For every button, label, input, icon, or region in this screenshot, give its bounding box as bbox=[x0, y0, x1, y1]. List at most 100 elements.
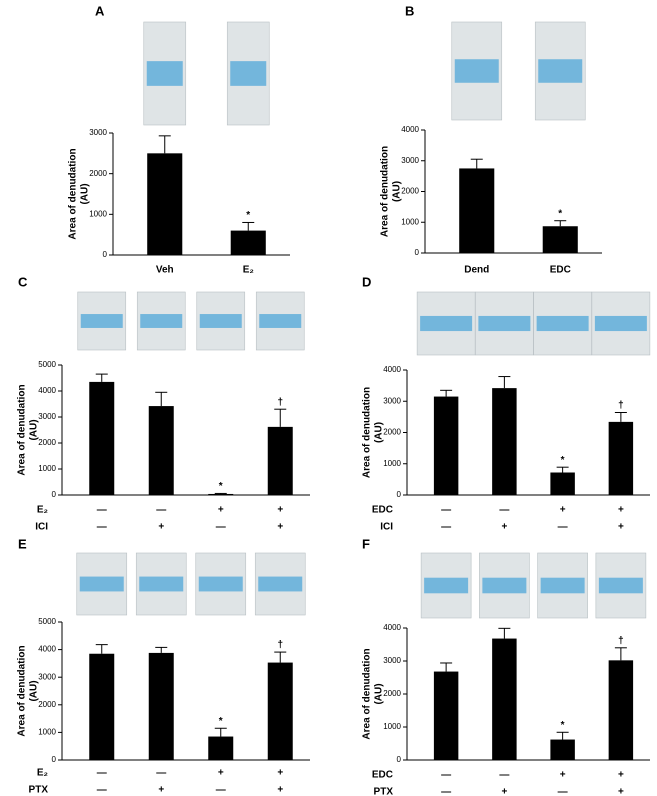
condition-sign: — bbox=[441, 787, 451, 796]
y-tick-label: 5000 bbox=[38, 617, 56, 626]
y-axis-label: (AU) bbox=[392, 181, 403, 202]
bar bbox=[89, 653, 115, 760]
panel-label: F bbox=[362, 536, 370, 551]
condition-sign: — bbox=[97, 785, 107, 796]
condition-sign: + bbox=[158, 785, 164, 796]
condition-sign: + bbox=[501, 522, 507, 533]
bar bbox=[433, 671, 459, 760]
bar bbox=[492, 388, 517, 495]
y-tick-label: 4000 bbox=[38, 645, 56, 654]
stain-band bbox=[478, 315, 531, 332]
condition-sign: + bbox=[560, 505, 566, 516]
condition-sign: + bbox=[618, 522, 624, 533]
condition-sign: + bbox=[277, 505, 283, 516]
stain-band bbox=[424, 577, 469, 594]
stain-band bbox=[594, 315, 647, 332]
bar bbox=[433, 396, 459, 495]
y-tick-label: 2000 bbox=[383, 428, 401, 437]
y-tick-label: 0 bbox=[415, 248, 420, 257]
x-tick-label: Veh bbox=[156, 265, 174, 276]
y-axis-label: Area of denudation bbox=[362, 387, 373, 478]
bar bbox=[542, 226, 578, 253]
x-tick-label: Dend bbox=[464, 265, 489, 276]
panel-label: A bbox=[95, 3, 105, 18]
condition-name: ICI bbox=[35, 522, 48, 533]
bar bbox=[89, 381, 115, 495]
bar bbox=[148, 652, 174, 760]
bar bbox=[459, 168, 495, 253]
y-tick-label: 1000 bbox=[89, 209, 107, 218]
annotation: * bbox=[219, 481, 223, 492]
condition-sign: — bbox=[441, 770, 451, 781]
condition-sign: — bbox=[441, 522, 451, 533]
condition-name: EDC bbox=[372, 770, 393, 781]
stain-band bbox=[598, 577, 643, 594]
condition-sign: + bbox=[501, 787, 507, 796]
bar bbox=[208, 736, 234, 760]
y-axis-label: (AU) bbox=[374, 422, 385, 443]
stain-band bbox=[538, 59, 583, 83]
annotation: * bbox=[561, 455, 565, 466]
stain-band bbox=[140, 314, 183, 328]
stain-band bbox=[146, 61, 183, 86]
condition-sign: + bbox=[560, 770, 566, 781]
condition-sign: — bbox=[216, 785, 226, 796]
condition-sign: + bbox=[158, 522, 164, 533]
y-tick-label: 3000 bbox=[38, 412, 56, 421]
y-tick-label: 0 bbox=[52, 755, 57, 764]
y-tick-label: 1000 bbox=[401, 217, 419, 226]
condition-sign: — bbox=[156, 768, 166, 779]
y-tick-label: 3000 bbox=[401, 156, 419, 165]
annotation: † bbox=[277, 640, 283, 651]
y-tick-label: 4000 bbox=[383, 365, 401, 374]
y-tick-label: 1000 bbox=[383, 459, 401, 468]
bar bbox=[230, 230, 266, 255]
stain-band bbox=[536, 315, 589, 332]
y-tick-label: 5000 bbox=[38, 360, 56, 369]
y-tick-label: 2000 bbox=[401, 187, 419, 196]
bar bbox=[147, 153, 183, 255]
stain-band bbox=[259, 314, 302, 328]
y-tick-label: 2000 bbox=[38, 438, 56, 447]
condition-sign: + bbox=[618, 787, 624, 796]
condition-name: E₂ bbox=[37, 505, 48, 516]
annotation: † bbox=[618, 400, 624, 411]
stain-band bbox=[454, 59, 499, 83]
bar bbox=[148, 406, 174, 495]
stain-band bbox=[230, 61, 267, 86]
stain-band bbox=[540, 577, 585, 594]
condition-sign: — bbox=[558, 522, 568, 533]
condition-sign: — bbox=[97, 522, 107, 533]
condition-name: E₂ bbox=[37, 768, 48, 779]
condition-sign: + bbox=[618, 770, 624, 781]
condition-sign: — bbox=[499, 770, 509, 781]
y-tick-label: 3000 bbox=[383, 396, 401, 405]
panel-label: B bbox=[405, 3, 414, 18]
condition-sign: — bbox=[558, 787, 568, 796]
bar bbox=[550, 739, 575, 760]
condition-sign: + bbox=[277, 785, 283, 796]
stain-band bbox=[199, 314, 242, 328]
condition-name: ICI bbox=[380, 522, 393, 533]
stain-band bbox=[420, 315, 473, 332]
y-tick-label: 3000 bbox=[383, 656, 401, 665]
condition-sign: — bbox=[499, 505, 509, 516]
bar bbox=[608, 660, 634, 760]
condition-sign: + bbox=[218, 768, 224, 779]
condition-name: PTX bbox=[29, 785, 49, 796]
x-tick-label: EDC bbox=[550, 265, 571, 276]
y-tick-label: 1000 bbox=[38, 728, 56, 737]
panel-label: C bbox=[18, 274, 28, 289]
condition-sign: + bbox=[218, 505, 224, 516]
condition-sign: — bbox=[441, 505, 451, 516]
y-tick-label: 0 bbox=[52, 490, 57, 499]
annotation: * bbox=[561, 720, 565, 731]
condition-sign: — bbox=[97, 505, 107, 516]
condition-sign: + bbox=[277, 768, 283, 779]
stain-band bbox=[198, 576, 243, 592]
bar bbox=[208, 493, 234, 495]
annotation: * bbox=[219, 716, 223, 727]
y-tick-label: 1000 bbox=[383, 722, 401, 731]
stain-band bbox=[79, 576, 124, 592]
